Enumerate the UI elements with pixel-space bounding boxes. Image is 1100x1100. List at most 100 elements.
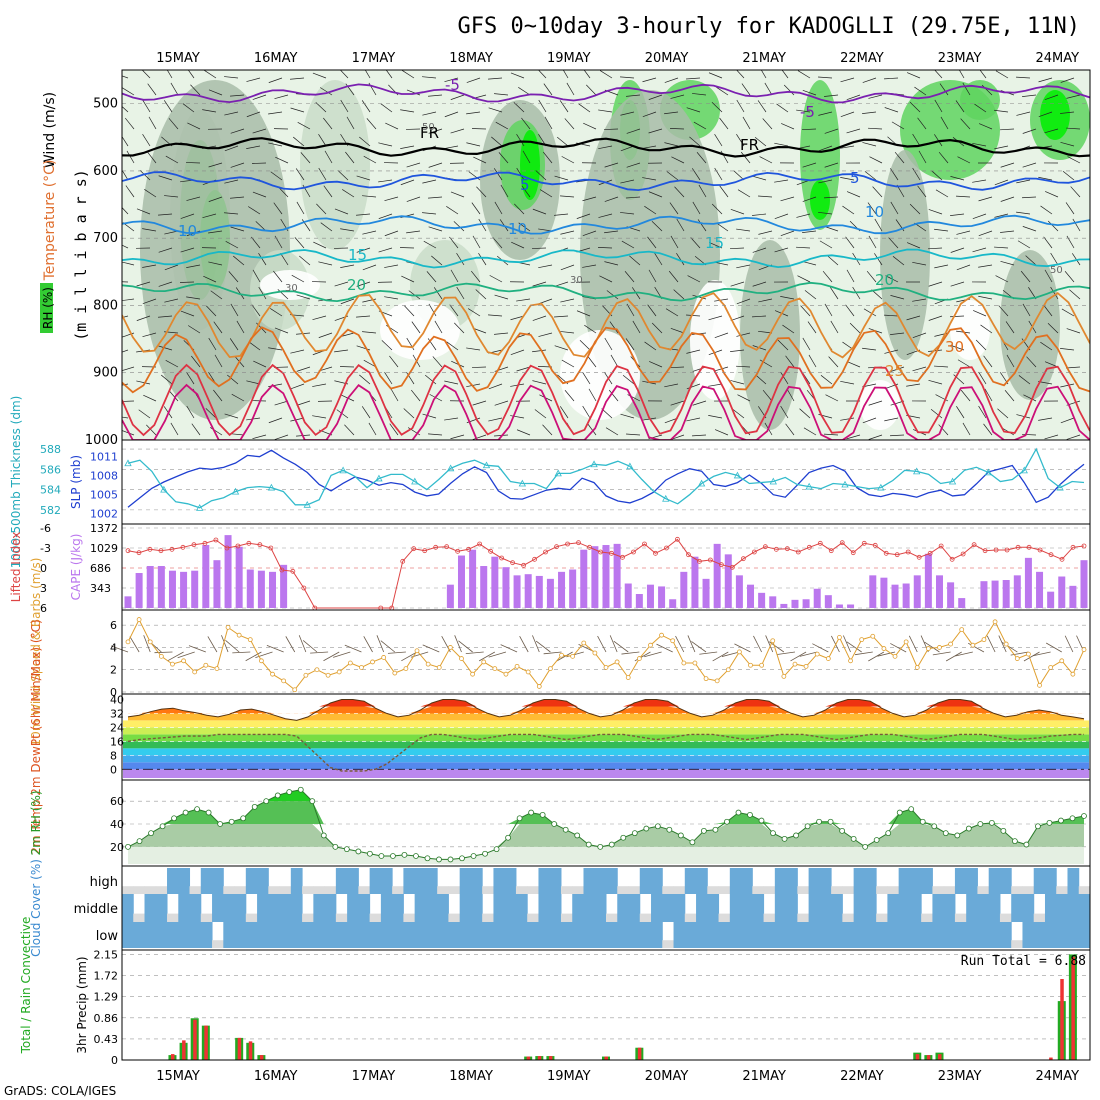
wind-barb: [686, 417, 701, 422]
wind-barb: [670, 235, 679, 249]
cloud-cell: [279, 886, 292, 894]
wind-barb: [273, 202, 283, 215]
wind-barb: [301, 219, 311, 232]
lifted-index-point: [554, 544, 559, 550]
wind-barb: [206, 305, 217, 317]
wind-barb: [818, 179, 833, 184]
wind-barb: [431, 255, 443, 266]
cloud-cell: [876, 922, 888, 948]
cloud-cell: [583, 894, 596, 922]
thickness-point: [446, 464, 455, 472]
cloud-cell: [448, 886, 461, 894]
wind-barb: [208, 261, 223, 266]
wind-barb: [450, 94, 465, 100]
rh2m-point: [850, 835, 857, 842]
rh-shade-area: [1000, 250, 1060, 400]
wind-barb: [714, 133, 723, 147]
temperature-contour-line: [122, 214, 1090, 235]
wind-barb: [799, 408, 811, 419]
wind-barb: [122, 416, 129, 419]
wind-barb: [1060, 348, 1075, 351]
wind-barb: [1044, 128, 1059, 134]
pressure-tick-label: 900: [93, 366, 118, 381]
precip-axis-ticks: 00.430.861.291.722.15: [94, 948, 119, 1067]
wind-barb: [493, 168, 503, 181]
wind10m-barb: [465, 651, 484, 654]
cloud-cell: [898, 868, 911, 894]
cape-bar: [802, 599, 810, 608]
wind-barb: [671, 156, 685, 164]
wind-barb: [316, 203, 327, 215]
wind-barb: [802, 230, 817, 233]
wind-barb: [822, 270, 833, 283]
wind-barb: [845, 236, 855, 249]
wind-barb: [346, 116, 355, 130]
wind-barb: [297, 121, 311, 130]
wind-barb: [664, 383, 679, 388]
wind-barb: [818, 111, 833, 116]
cloud-cell: [909, 922, 922, 948]
temp-tick-label: 24: [110, 721, 124, 734]
wind-barb: [1022, 128, 1037, 134]
cloud-cell: [988, 894, 1001, 922]
cloud-cell: [459, 922, 472, 948]
wind-barb: [785, 423, 795, 436]
wind10m-point: [125, 639, 131, 645]
temperature-band: [123, 748, 1089, 756]
rh2m-point: [1011, 838, 1018, 845]
wind-barb: [708, 72, 723, 79]
wind-barb: [142, 264, 157, 268]
cloud-cell: [842, 913, 855, 922]
contour-label: 15: [705, 234, 724, 252]
cape-bar: [935, 575, 943, 608]
wind-barb: [364, 70, 371, 79]
wind-barb: [406, 162, 421, 168]
wind-barb: [136, 380, 151, 385]
wind-barb: [928, 281, 943, 287]
cloud-cell: [212, 894, 224, 922]
cape-tick-label: 1372: [90, 522, 118, 535]
lifted-index-point: [883, 550, 889, 556]
cloud-cell: [470, 922, 483, 948]
wind10m-barb: [644, 651, 662, 658]
wind-barb: [1004, 390, 1015, 402]
wind-tick-label: 6: [110, 619, 117, 632]
wind-barb: [428, 128, 443, 134]
wind-barb: [962, 422, 971, 436]
wind-barb: [384, 296, 399, 300]
rh2m-point: [297, 786, 304, 793]
wind-barb: [626, 303, 635, 317]
cape-bar: [958, 598, 966, 608]
lifted-index-point: [290, 568, 296, 574]
lifted-index-point: [949, 556, 955, 562]
cape-bar: [157, 566, 165, 608]
precip-convective-bar: [170, 1054, 175, 1060]
cloud-cell: [898, 894, 911, 922]
wind-barb: [994, 145, 1009, 150]
wind-barb: [340, 264, 355, 268]
wind-barb: [342, 189, 355, 198]
wind-barb: [714, 167, 723, 181]
cloud-cell: [966, 922, 978, 948]
lifted-index-point: [543, 549, 548, 555]
wind-barb: [230, 226, 245, 232]
wind-barb: [539, 189, 553, 198]
wind-barb: [361, 100, 371, 113]
wind-barb: [582, 230, 597, 237]
wind-barb: [208, 162, 223, 168]
wind-barb: [579, 339, 591, 351]
wind-barb: [884, 314, 899, 317]
wind-barb: [890, 295, 905, 300]
wind-barb: [494, 201, 503, 215]
lifted-index-point: [795, 549, 801, 555]
cape-bar: [191, 570, 199, 608]
wind-barb: [532, 208, 547, 215]
wind-barb: [400, 109, 415, 113]
cloud-axis-label: Cloud Cover (%): [29, 859, 43, 957]
cape-bar: [1047, 591, 1055, 608]
precip-tick-label: 1.72: [94, 970, 119, 983]
wind-barb: [874, 218, 883, 232]
upper-air-rh-label: RH (%): [41, 287, 55, 329]
wind-barb: [620, 179, 635, 184]
